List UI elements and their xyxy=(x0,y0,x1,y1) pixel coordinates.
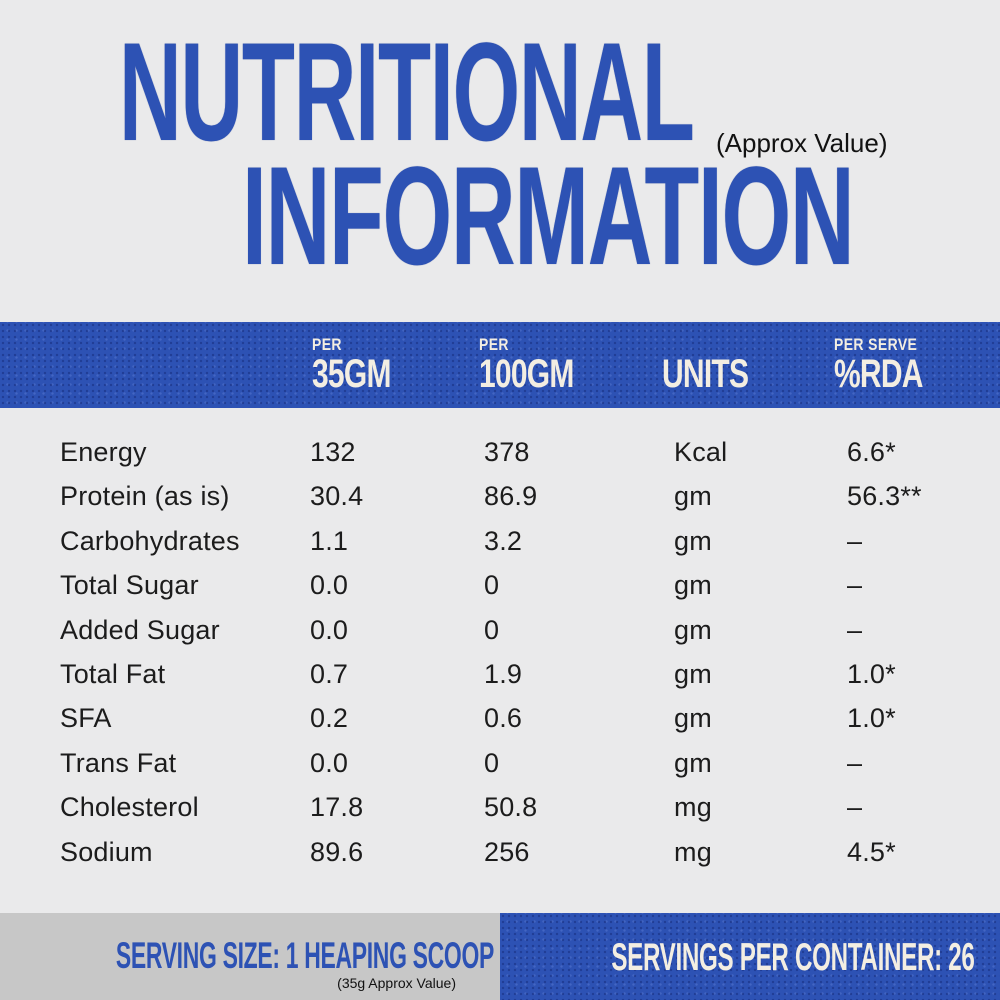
column-label: %RDA xyxy=(834,352,923,396)
rda-per-serve: – xyxy=(847,792,863,823)
table-row: Protein (as is) 30.4 86.9 gm 56.3** xyxy=(0,474,1000,518)
column-header-per-100gm: PER 100GM xyxy=(479,335,605,394)
column-label: UNITS xyxy=(662,352,749,396)
column-subheader: PER xyxy=(312,335,342,354)
value-per-100gm: 256 xyxy=(484,836,530,867)
value-per-35gm: 0.0 xyxy=(310,747,349,778)
nutrient-name: Protein (as is) xyxy=(60,481,230,512)
unit: mg xyxy=(674,836,712,867)
servings-per-container-text: SERVINGS PER CONTAINER: 26 xyxy=(611,936,975,979)
approx-value-note: (Approx Value) xyxy=(716,128,888,158)
nutrient-name: Total Sugar xyxy=(60,570,199,601)
value-per-35gm: 0.7 xyxy=(310,658,349,689)
column-header-units: UNITS xyxy=(662,335,777,394)
table-row: Trans Fat 0.0 0 gm – xyxy=(0,741,1000,785)
nutrient-name: Trans Fat xyxy=(60,747,177,778)
serving-size-text: SERVING SIZE: 1 HEAPING SCOOP xyxy=(115,935,494,976)
rda-per-serve: – xyxy=(847,525,863,556)
nutrient-name: Cholesterol xyxy=(60,792,199,823)
title-line-1: NUTRITIONAL xyxy=(119,22,1000,162)
table-row: SFA 0.2 0.6 gm 1.0* xyxy=(0,696,1000,740)
servings-per-container-panel: SERVINGS PER CONTAINER: 26 xyxy=(500,913,1000,1000)
value-per-100gm: 0 xyxy=(484,614,500,645)
unit: gm xyxy=(674,614,712,645)
nutrient-name: Carbohydrates xyxy=(60,525,240,556)
table-row: Cholesterol 17.8 50.8 mg – xyxy=(0,785,1000,829)
nutrition-table: Energy 132 378 Kcal 6.6* Protein (as is)… xyxy=(0,430,1000,874)
value-per-35gm: 17.8 xyxy=(310,792,364,823)
table-row: Carbohydrates 1.1 3.2 gm – xyxy=(0,519,1000,563)
column-label: 100GM xyxy=(479,352,574,396)
column-subheader: PER SERVE xyxy=(834,335,918,354)
serving-size-note: (35g Approx Value) xyxy=(337,975,456,991)
table-header-bar: PER 35GM PER 100GM UNITS PER SERVE %RDA xyxy=(0,322,1000,408)
unit: gm xyxy=(674,703,712,734)
rda-per-serve: – xyxy=(847,747,863,778)
unit: gm xyxy=(674,747,712,778)
rda-per-serve: 1.0* xyxy=(847,658,896,689)
unit: gm xyxy=(674,658,712,689)
rda-per-serve: 1.0* xyxy=(847,703,896,734)
table-row: Sodium 89.6 256 mg 4.5* xyxy=(0,830,1000,874)
value-per-35gm: 0.0 xyxy=(310,614,349,645)
nutrient-name: Added Sugar xyxy=(60,614,220,645)
table-row: Added Sugar 0.0 0 gm – xyxy=(0,608,1000,652)
rda-per-serve: 4.5* xyxy=(847,836,896,867)
nutrient-name: Total Fat xyxy=(60,658,166,689)
column-subheader xyxy=(662,335,756,352)
value-per-35gm: 89.6 xyxy=(310,836,364,867)
column-label: 35GM xyxy=(312,352,391,396)
unit: mg xyxy=(674,792,712,823)
table-row: Total Fat 0.7 1.9 gm 1.0* xyxy=(0,652,1000,696)
value-per-100gm: 50.8 xyxy=(484,792,538,823)
value-per-35gm: 0.0 xyxy=(310,570,349,601)
value-per-35gm: 0.2 xyxy=(310,703,349,734)
value-per-100gm: 1.9 xyxy=(484,658,523,689)
value-per-100gm: 378 xyxy=(484,437,530,467)
title-line-2: INFORMATION xyxy=(242,146,1000,286)
table-row: Total Sugar 0.0 0 gm – xyxy=(0,563,1000,607)
serving-size-panel: SERVING SIZE: 1 HEAPING SCOOP (35g Appro… xyxy=(0,913,500,1000)
value-per-100gm: 0.6 xyxy=(484,703,523,734)
value-per-35gm: 30.4 xyxy=(310,481,364,512)
column-header-per-35gm: PER 35GM xyxy=(312,335,417,394)
rda-per-serve: 56.3** xyxy=(847,481,922,512)
table-row: Energy 132 378 Kcal 6.6* xyxy=(0,430,1000,474)
value-per-100gm: 0 xyxy=(484,570,500,601)
value-per-35gm: 132 xyxy=(310,437,356,467)
value-per-100gm: 0 xyxy=(484,747,500,778)
nutrient-name: SFA xyxy=(60,703,112,734)
value-per-35gm: 1.1 xyxy=(310,525,349,556)
value-per-100gm: 3.2 xyxy=(484,525,523,556)
rda-per-serve: – xyxy=(847,570,863,601)
title-word-information: INFORMATION xyxy=(242,137,855,294)
unit: gm xyxy=(674,481,712,512)
rda-per-serve: 6.6* xyxy=(847,437,896,467)
unit: Kcal xyxy=(674,437,728,467)
unit: gm xyxy=(674,525,712,556)
nutrient-name: Sodium xyxy=(60,836,153,867)
rda-per-serve: – xyxy=(847,614,863,645)
column-subheader: PER xyxy=(479,335,509,354)
unit: gm xyxy=(674,570,712,601)
column-header-rda: PER SERVE %RDA xyxy=(834,335,952,394)
nutrient-name: Energy xyxy=(60,437,147,467)
value-per-100gm: 86.9 xyxy=(484,481,538,512)
title-word-nutritional: NUTRITIONAL xyxy=(119,13,695,170)
